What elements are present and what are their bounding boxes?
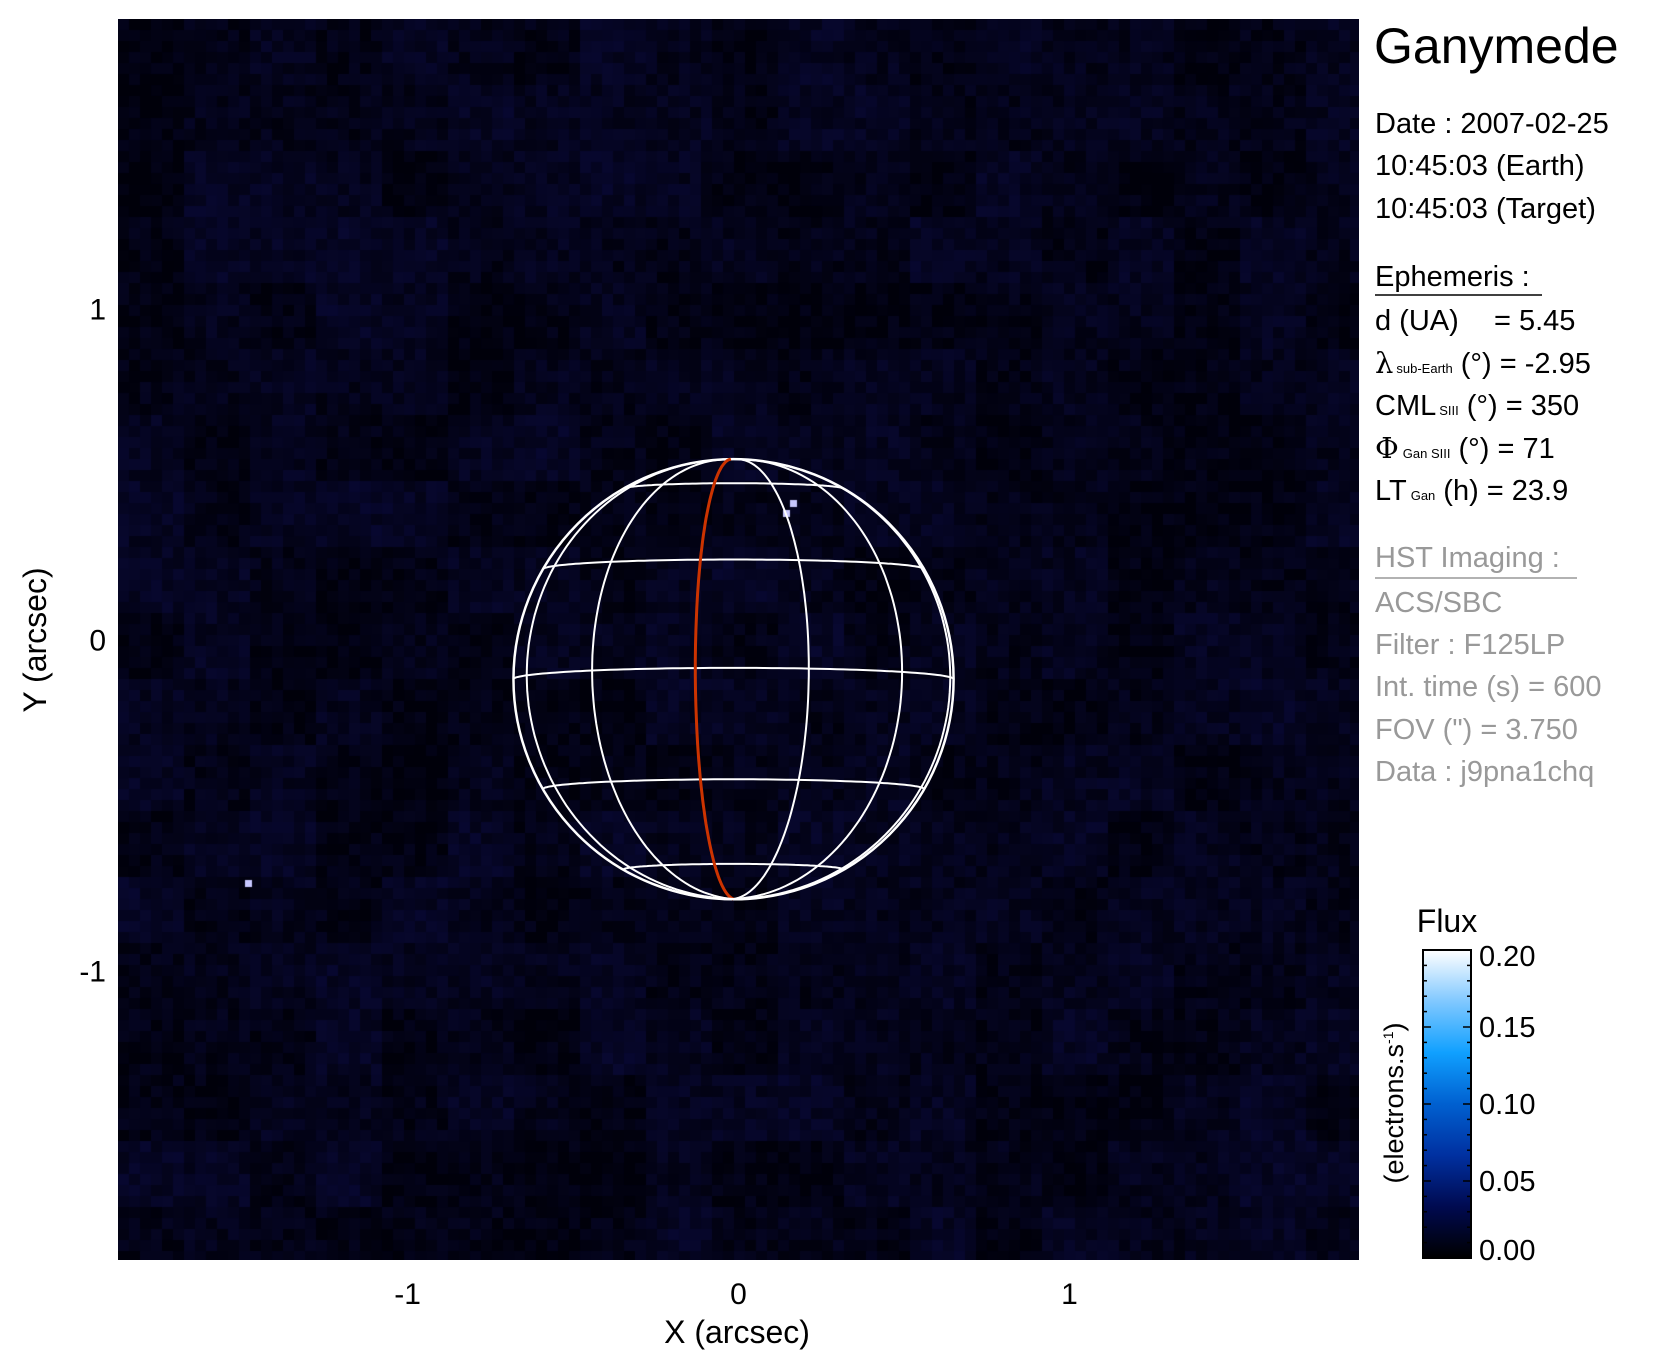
time-earth-text: 10:45:03 (Earth) [1375, 150, 1585, 182]
longitude-line [733, 458, 904, 900]
y-axis-ticks: 1 0 -1 [79, 294, 106, 989]
colorbar-label: (electrons.s-1) [1379, 1022, 1409, 1183]
x-axis-ticks: -1 0 1 [394, 1278, 1078, 1311]
globe-grid [512, 457, 955, 901]
hst-header: HST Imaging : [1375, 542, 1560, 574]
int-time-text: Int. time (s) = 600 [1375, 671, 1601, 703]
date-text: Date : 2007-02-25 [1375, 108, 1609, 140]
instrument-text: ACS/SBC [1375, 587, 1502, 619]
distance-value: = 5.45 [1494, 305, 1575, 337]
colorbar-tick-label: 0.20 [1479, 941, 1535, 973]
observation-info: Date : 2007-02-25 10:45:03 (Earth) 10:45… [1375, 108, 1609, 788]
x-axis-label: X (arcsec) [664, 1314, 810, 1350]
y-tick-label: -1 [79, 955, 106, 988]
chart-title: Ganymede [1374, 18, 1619, 74]
longitude-line [733, 464, 952, 900]
longitude-line [525, 460, 734, 900]
y-tick-label: 1 [89, 294, 106, 327]
flux-image [118, 19, 1359, 1260]
x-tick-label: -1 [394, 1278, 421, 1311]
colorbar: Flux 0.20 0.15 0.10 0.05 0.00 (electrons.s-1… [1379, 903, 1535, 1267]
longitude-line [591, 458, 734, 900]
sub-earth-lat-text: λ sub-Earth (°) = -2.95 [1375, 346, 1591, 380]
latitude-line [622, 862, 845, 871]
fov-text: FOV (") = 3.750 [1375, 714, 1578, 746]
filter-text: Filter : F125LP [1375, 629, 1565, 661]
latitude-line [541, 778, 926, 790]
latitude-line [542, 558, 925, 570]
latitude-line [512, 666, 955, 680]
cml-text: CML SIII (°) = 350 [1375, 390, 1579, 422]
colorbar-tick-label: 0.10 [1479, 1089, 1535, 1121]
colorbar-tick-label: 0.15 [1479, 1012, 1535, 1044]
phi-text: Φ Gan SIII (°) = 71 [1375, 431, 1555, 465]
colorbar-tick-label: 0.00 [1479, 1235, 1535, 1267]
time-target-text: 10:45:03 (Target) [1375, 193, 1596, 225]
longitude-line [733, 458, 810, 900]
colorbar-ticks: 0.20 0.15 0.10 0.05 0.00 [1423, 941, 1535, 1267]
x-tick-label: 0 [730, 1278, 747, 1311]
ephemeris-header: Ephemeris : [1375, 261, 1530, 293]
colorbar-title: Flux [1417, 903, 1477, 939]
latitude-line [623, 482, 844, 490]
prime-meridian [693, 457, 735, 901]
x-tick-label: 1 [1061, 1278, 1078, 1311]
y-axis-label: Y (arcsec) [17, 567, 53, 712]
colorbar-tick-label: 0.05 [1479, 1166, 1535, 1198]
data-id-text: Data : j9pna1chq [1375, 756, 1594, 788]
y-tick-label: 0 [89, 625, 106, 658]
distance-label: d (UA) [1375, 305, 1459, 337]
local-time-text: LT Gan (h) = 23.9 [1375, 475, 1568, 507]
